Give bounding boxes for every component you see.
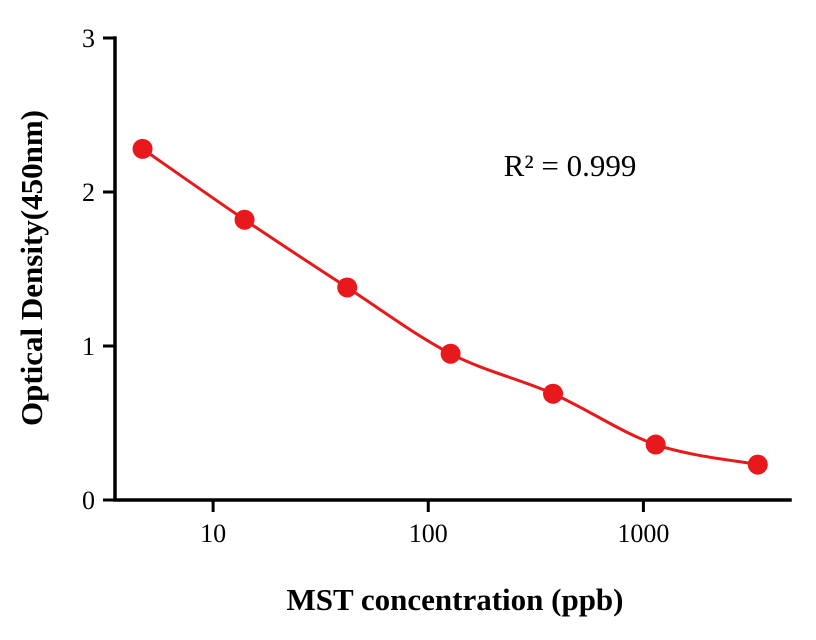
data-point — [747, 454, 768, 475]
data-point — [645, 434, 666, 455]
y-tick-label: 1 — [82, 332, 95, 361]
x-axis-title: MST concentration (ppb) — [286, 582, 624, 617]
y-tick-label: 0 — [82, 486, 95, 515]
data-point — [440, 343, 461, 364]
data-point — [337, 277, 358, 298]
x-tick-label: 100 — [409, 519, 448, 548]
y-tick-label: 2 — [82, 178, 95, 207]
r-squared-annotation: R² = 0.999 — [503, 148, 637, 183]
x-tick-label: 10 — [200, 519, 226, 548]
data-point — [234, 209, 255, 230]
fit-curve — [141, 147, 759, 467]
y-tick-label: 3 — [82, 24, 95, 53]
data-point — [132, 138, 153, 159]
x-tick-label: 1000 — [617, 519, 669, 548]
data-point — [543, 383, 564, 404]
y-axis-title: Optical Density(450nm) — [14, 109, 49, 427]
axes-frame — [113, 36, 792, 502]
